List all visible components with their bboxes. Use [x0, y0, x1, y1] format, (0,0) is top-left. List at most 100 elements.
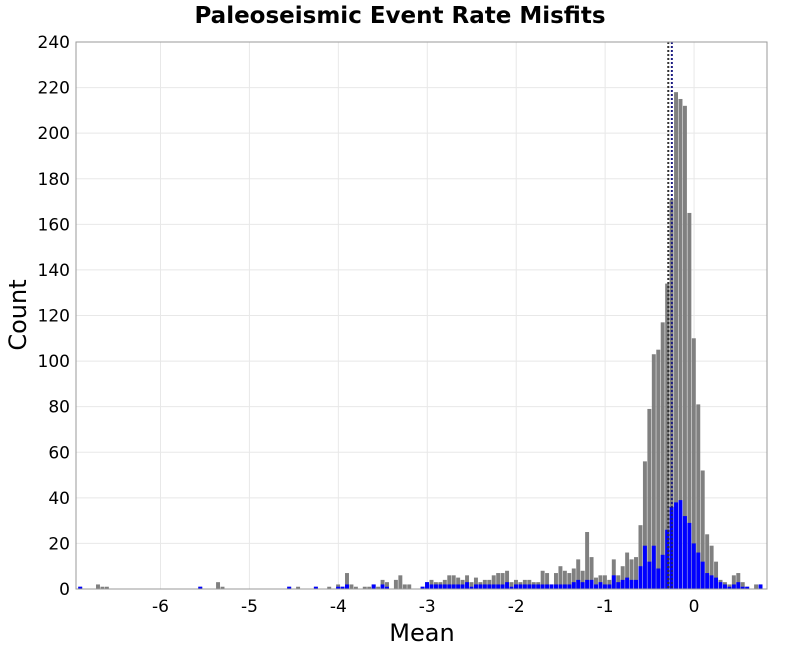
bar-blue — [634, 579, 638, 589]
bar-blue — [696, 552, 701, 589]
bar-blue — [451, 584, 456, 589]
bar-gray — [558, 566, 563, 589]
x-tick-label: -5 — [241, 597, 258, 617]
bar-blue — [522, 584, 527, 589]
bar-blue — [585, 579, 590, 589]
bar-gray — [96, 584, 100, 589]
bar-blue — [336, 586, 341, 589]
bar-blue — [554, 584, 558, 589]
bar-blue — [380, 584, 385, 589]
bar-gray — [638, 525, 643, 589]
bar-blue — [638, 566, 643, 589]
bar-blue — [607, 584, 612, 589]
bar-blue — [456, 584, 461, 589]
y-tick-label: 160 — [38, 215, 70, 235]
bar-gray — [220, 586, 225, 589]
y-tick-label: 80 — [48, 398, 70, 418]
bar-blue — [429, 584, 434, 589]
bar-gray — [714, 561, 719, 589]
bar-blue — [500, 584, 505, 589]
y-tick-label: 40 — [48, 489, 70, 509]
bar-blue — [665, 529, 670, 589]
bar-blue — [642, 545, 647, 589]
bar-gray — [398, 575, 403, 589]
bar-blue — [678, 500, 683, 589]
y-tick-label: 200 — [38, 124, 70, 144]
bar-blue — [531, 584, 536, 589]
bar-gray — [540, 570, 545, 589]
bar-blue — [629, 579, 634, 589]
bar-blue — [549, 584, 554, 589]
bar-gray — [589, 557, 594, 589]
bar-blue — [731, 584, 736, 589]
bar-blue — [700, 561, 705, 589]
x-tick-label: 0 — [689, 597, 700, 617]
bar-gray — [451, 575, 456, 589]
bar-blue — [478, 584, 483, 589]
bar-gray — [456, 577, 461, 589]
bar-gray — [678, 98, 683, 590]
bar-blue — [558, 584, 563, 589]
y-tick-label: 140 — [38, 261, 70, 281]
y-tick-label: 60 — [48, 443, 70, 463]
bar-gray — [367, 586, 372, 589]
bar-gray — [349, 584, 354, 589]
bar-gray — [216, 582, 221, 589]
bar-blue — [589, 579, 594, 589]
bar-blue — [78, 586, 83, 589]
bar-blue — [602, 584, 607, 589]
bar-gray — [625, 552, 630, 589]
y-tick-label: 0 — [59, 580, 70, 600]
bar-gray — [327, 586, 332, 589]
bar-gray — [660, 322, 665, 589]
bar-blue — [705, 573, 710, 589]
bar-gray — [393, 579, 398, 589]
bar-gray — [562, 570, 567, 589]
bar-blue — [518, 584, 523, 589]
x-tick-label: -2 — [508, 597, 525, 617]
bar-blue — [447, 584, 452, 589]
bar-gray — [731, 575, 736, 589]
bar-gray — [691, 338, 696, 589]
bar-blue — [198, 586, 203, 589]
x-tick-label: -3 — [419, 597, 436, 617]
bar-blue — [527, 584, 532, 589]
bar-gray — [585, 532, 590, 589]
bar-blue — [509, 586, 514, 589]
bar-blue — [718, 582, 723, 589]
bar-blue — [736, 582, 741, 589]
bar-blue — [513, 584, 518, 589]
plot-area-frame — [75, 41, 768, 590]
reference-lines — [667, 42, 673, 589]
bar-blue — [714, 577, 719, 589]
bar-gray — [345, 573, 349, 589]
gridlines — [76, 42, 767, 589]
bar-gray — [634, 557, 638, 589]
bar-gray — [402, 584, 407, 589]
bar-gray — [594, 577, 598, 589]
tick-labels: -6 -5 -4 -3 -2 -1 0 0 20 40 60 80 100 120 140 160 180 200… — [38, 33, 700, 617]
bar-gray — [104, 586, 109, 589]
bars-layer — [78, 92, 763, 590]
bar-blue — [687, 522, 692, 589]
bar-blue — [482, 584, 487, 589]
bar-gray — [407, 584, 412, 589]
bar-gray — [696, 404, 701, 589]
bar-blue — [385, 586, 389, 589]
bar-blue — [545, 584, 550, 589]
bar-blue — [571, 582, 576, 589]
y-axis-label: Count — [4, 279, 32, 350]
bar-gray — [709, 545, 714, 589]
bar-blue — [473, 584, 478, 589]
bar-gray — [353, 586, 358, 589]
bar-gray — [642, 461, 647, 589]
bar-gray — [629, 559, 634, 589]
bar-blue — [598, 582, 603, 589]
bar-gray — [580, 570, 585, 589]
bar-blue — [691, 543, 696, 589]
bar-gray — [576, 559, 581, 589]
chart-title: Paleoseismic Event Rate Misfits — [194, 3, 605, 29]
bar-gray — [700, 470, 705, 589]
bar-blue — [460, 584, 465, 589]
